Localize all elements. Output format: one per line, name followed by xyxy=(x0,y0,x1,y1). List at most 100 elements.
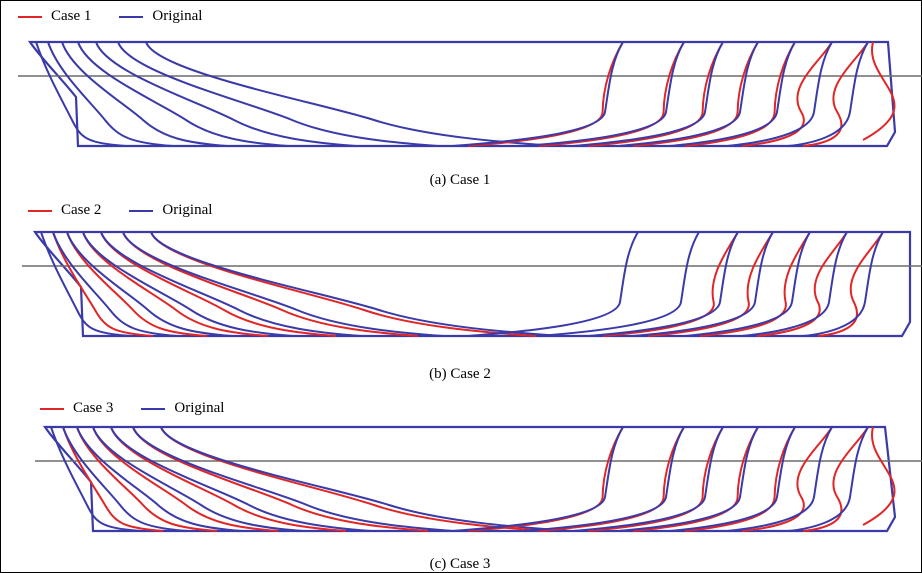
hull-lines-panel-c xyxy=(35,425,922,533)
legend-swatch-case xyxy=(40,407,64,410)
original-section-aft xyxy=(572,41,724,147)
legend-b: Case 2 Original xyxy=(28,202,240,219)
case-section-aft xyxy=(684,41,796,147)
legend-label-case: Case 1 xyxy=(51,8,92,24)
legend-entry-case: Case 2 xyxy=(28,202,101,219)
legend-swatch-original xyxy=(119,15,144,18)
legend-label-case: Case 3 xyxy=(73,400,114,416)
original-section-forward xyxy=(122,231,444,337)
hull-lines-panel-a xyxy=(18,40,922,148)
case-section-aft xyxy=(467,41,624,147)
original-section-aft xyxy=(452,41,624,147)
original-section-forward xyxy=(61,41,228,147)
hull-outline xyxy=(27,40,897,148)
original-section-forward xyxy=(132,426,454,532)
case-section-aft xyxy=(817,231,884,337)
legend-entry-original: Original xyxy=(129,202,212,219)
case-section-forward xyxy=(100,231,337,337)
case-section-aft xyxy=(467,426,624,532)
original-section-forward xyxy=(110,426,372,532)
legend-a: Case 1 Original xyxy=(18,8,230,25)
case-section-aft xyxy=(756,231,848,337)
original-section-forward xyxy=(100,231,362,337)
case-section-forward xyxy=(110,426,347,532)
original-section-forward xyxy=(76,426,243,532)
case-section-aft xyxy=(538,426,685,532)
original-section-aft xyxy=(587,231,739,337)
legend-label-original: Original xyxy=(152,8,203,24)
original-section-forward xyxy=(82,231,294,337)
caption-b: (b) Case 2 xyxy=(429,366,491,382)
case-section-forward xyxy=(92,426,279,532)
legend-label-case: Case 2 xyxy=(61,202,102,218)
original-section-forward xyxy=(62,426,189,532)
original-section-forward xyxy=(52,231,179,337)
original-section-forward xyxy=(40,231,132,337)
legend-entry-original: Original xyxy=(119,8,202,25)
legend-label-original: Original xyxy=(162,202,213,218)
case-section-aft xyxy=(538,41,685,147)
original-section-aft xyxy=(787,426,869,532)
case-section-aft xyxy=(602,231,739,337)
case-section-aft xyxy=(632,41,759,147)
legend-swatch-case xyxy=(28,209,52,212)
caption-c: (c) Case 3 xyxy=(429,556,491,572)
original-section-forward xyxy=(117,41,439,147)
case-section-aft xyxy=(802,41,869,147)
legend-swatch-original xyxy=(129,209,154,212)
legend-label-original: Original xyxy=(174,400,225,416)
original-section-aft xyxy=(617,426,759,532)
case-section-forward xyxy=(66,231,208,337)
original-section-aft xyxy=(787,41,869,147)
case-section-aft xyxy=(632,426,759,532)
original-section-aft xyxy=(726,426,833,532)
case-section-aft xyxy=(587,426,724,532)
legend-entry-case: Case 1 xyxy=(18,8,91,25)
legend-entry-case: Case 3 xyxy=(40,400,113,417)
original-section-forward xyxy=(95,41,357,147)
case-section-aft xyxy=(684,426,796,532)
original-section-aft xyxy=(617,41,759,147)
caption-a: (a) Case 1 xyxy=(429,172,491,188)
hull-outline xyxy=(42,425,897,533)
case-section-aft xyxy=(699,231,811,337)
original-section-aft xyxy=(632,231,774,337)
original-section-forward xyxy=(50,426,142,532)
original-section-aft xyxy=(523,41,685,147)
original-section-aft xyxy=(572,426,724,532)
original-section-forward xyxy=(35,41,127,147)
case-section-aft xyxy=(741,41,833,147)
original-section-aft xyxy=(802,231,884,337)
original-section-forward xyxy=(47,41,174,147)
case-section-forward xyxy=(76,426,218,532)
original-section-aft xyxy=(452,426,624,532)
original-section-aft xyxy=(684,231,811,337)
original-section-aft xyxy=(741,231,848,337)
original-section-forward xyxy=(66,231,233,337)
legend-entry-original: Original xyxy=(141,400,224,417)
case-section-forward xyxy=(62,426,164,532)
case-section-forward xyxy=(122,231,419,337)
legend-swatch-case xyxy=(18,15,42,18)
legend-swatch-original xyxy=(141,407,166,410)
case-section-aft xyxy=(587,41,724,147)
hull-outline xyxy=(32,230,912,338)
case-section-forward xyxy=(82,231,269,337)
case-section-forward xyxy=(132,426,429,532)
original-section-aft xyxy=(467,231,639,337)
original-section-aft xyxy=(538,231,700,337)
case-section-aft xyxy=(741,426,833,532)
original-section-aft xyxy=(669,41,796,147)
case-section-aft xyxy=(802,426,869,532)
legend-c: Case 3 Original xyxy=(40,400,252,417)
case-section-forward xyxy=(52,231,154,337)
case-stern-profile xyxy=(862,41,896,141)
original-section-aft xyxy=(726,41,833,147)
original-section-forward xyxy=(92,426,304,532)
original-section-aft xyxy=(523,426,685,532)
original-section-aft xyxy=(669,426,796,532)
case-stern-profile xyxy=(862,426,896,526)
case-section-aft xyxy=(647,231,774,337)
original-section-forward xyxy=(77,41,289,147)
hull-lines-panel-b xyxy=(22,230,922,338)
